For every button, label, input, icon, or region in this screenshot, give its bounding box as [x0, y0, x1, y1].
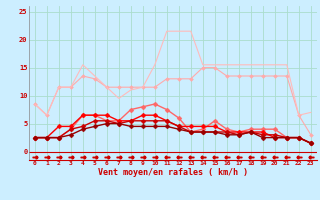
- X-axis label: Vent moyen/en rafales ( km/h ): Vent moyen/en rafales ( km/h ): [98, 168, 248, 177]
